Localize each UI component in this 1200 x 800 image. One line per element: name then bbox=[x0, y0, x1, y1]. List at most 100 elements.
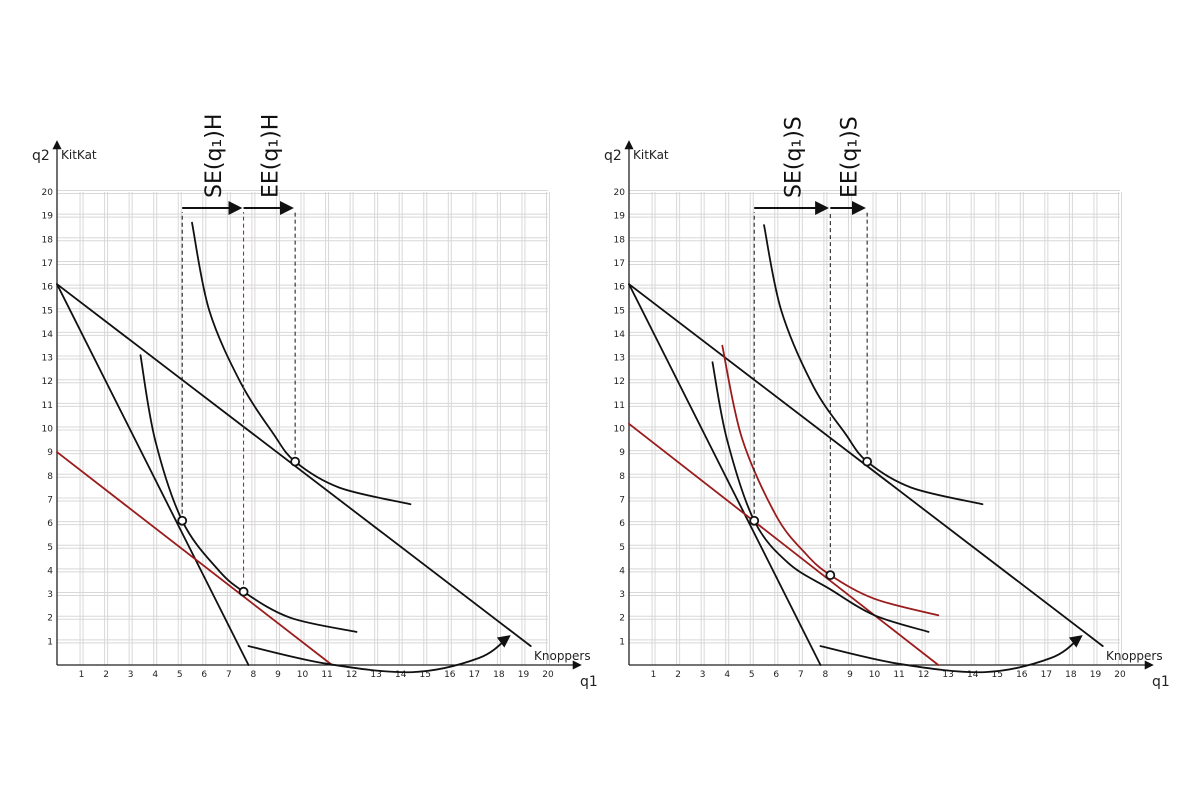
effect-label-income: EE(q₁)S bbox=[838, 116, 863, 198]
x-tick-label: 15 bbox=[992, 670, 1003, 680]
x-tick-label: 12 bbox=[918, 670, 929, 680]
y-tick-label: 13 bbox=[614, 354, 625, 364]
x-tick-label: 6 bbox=[201, 670, 207, 680]
y-tick-label: 19 bbox=[614, 212, 626, 222]
y-tick-label: 5 bbox=[619, 543, 625, 553]
x-tick-label: 13 bbox=[942, 670, 953, 680]
y-axis-symbol: q2 bbox=[604, 148, 622, 164]
y-tick-label: 17 bbox=[614, 259, 625, 269]
x-tick-label: 7 bbox=[798, 670, 804, 680]
chart-panel-left: 1 2 3 4 5 6 7 8 9 10 11 12 13 14 15 16 17 18 19 20123456789… bbox=[32, 114, 598, 690]
y-tick-label: 12 bbox=[42, 377, 53, 387]
x-tick-label: 17 bbox=[1041, 670, 1052, 680]
y-tick-label: 7 bbox=[47, 495, 53, 505]
points bbox=[749, 456, 873, 581]
y-tick-label: 7 bbox=[619, 495, 625, 505]
indifference-curve bbox=[191, 221, 412, 506]
x-tick-label: 19 bbox=[518, 670, 530, 680]
effects bbox=[181, 201, 296, 592]
y-tick-label: 5 bbox=[47, 543, 53, 553]
points bbox=[177, 456, 301, 597]
x-tick-label: 5 bbox=[749, 670, 755, 680]
y-tick-label: 14 bbox=[42, 330, 54, 340]
chart-panel-right: 1 2 3 4 5 6 7 8 9 10 11 12 13 14 15 16 17 18 19 20123456789… bbox=[604, 116, 1170, 690]
y-axis-symbol: q2 bbox=[32, 148, 50, 164]
x-tick-label: 18 bbox=[493, 670, 505, 680]
optimum-point bbox=[177, 515, 188, 526]
budget-line bbox=[56, 283, 250, 666]
x-tick-label: 20 bbox=[542, 670, 554, 680]
x-axis-symbol: q1 bbox=[580, 674, 598, 690]
effect-label-substitution: SE(q₁)H bbox=[202, 114, 227, 198]
y-tick-label: 14 bbox=[614, 330, 626, 340]
y-tick-label: 1 bbox=[619, 637, 625, 647]
y-tick-label: 15 bbox=[42, 306, 53, 316]
x-tick-label: 4 bbox=[724, 670, 730, 680]
y-tick-label: 10 bbox=[42, 425, 54, 435]
y-tick-label: 16 bbox=[614, 283, 626, 293]
optimum-point bbox=[290, 456, 301, 467]
x-axis-label: Knoppers bbox=[1106, 649, 1163, 663]
y-tick-label: 11 bbox=[614, 401, 625, 411]
grid bbox=[57, 190, 550, 665]
grid bbox=[629, 190, 1122, 665]
y-tick-label: 18 bbox=[614, 235, 626, 245]
y-tick-label: 9 bbox=[619, 448, 625, 458]
y-tick-label: 2 bbox=[619, 614, 625, 624]
budget-line bbox=[56, 451, 333, 666]
y-tick-label: 20 bbox=[42, 188, 54, 198]
y-tick-label: 6 bbox=[47, 519, 53, 529]
optimum-point bbox=[862, 456, 873, 467]
y-tick-label: 1 bbox=[47, 637, 53, 647]
y-tick-label: 11 bbox=[42, 401, 53, 411]
x-tick-label: 10 bbox=[869, 670, 881, 680]
y-tick-label: 20 bbox=[614, 188, 626, 198]
y-tick-label: 2 bbox=[47, 614, 53, 624]
x-axis-label: Knoppers bbox=[534, 649, 591, 663]
y-tick-label: 9 bbox=[47, 448, 53, 458]
x-tick-label: 12 bbox=[346, 670, 357, 680]
y-tick-label: 3 bbox=[47, 590, 53, 600]
y-tick-label: 4 bbox=[619, 566, 625, 576]
x-tick-label: 4 bbox=[152, 670, 158, 680]
x-tick-label: 16 bbox=[444, 670, 456, 680]
y-tick-label: 8 bbox=[47, 472, 53, 482]
x-axis-symbol: q1 bbox=[1152, 674, 1170, 690]
effects bbox=[753, 201, 868, 576]
optimum-point bbox=[238, 586, 249, 597]
y-tick-label: 13 bbox=[42, 354, 53, 364]
x-tick-label: 14 bbox=[395, 670, 407, 680]
x-tick-label: 8 bbox=[251, 670, 257, 680]
x-tick-label: 1 bbox=[79, 670, 85, 680]
optimum-point bbox=[749, 515, 760, 526]
indifference-curve bbox=[763, 224, 984, 506]
x-tick-label: 13 bbox=[370, 670, 381, 680]
indifference-curve bbox=[711, 361, 930, 633]
x-tick-label: 3 bbox=[128, 670, 134, 680]
x-tick-label: 11 bbox=[893, 670, 904, 680]
x-tick-label: 11 bbox=[321, 670, 332, 680]
x-tick-label: 2 bbox=[675, 670, 681, 680]
effect-label-substitution: SE(q₁)S bbox=[781, 116, 806, 198]
x-tick-label: 1 bbox=[651, 670, 657, 680]
x-tick-label: 17 bbox=[469, 670, 480, 680]
x-tick-label: 6 bbox=[773, 670, 779, 680]
income-effect-arrow bbox=[247, 635, 511, 674]
x-tick-label: 15 bbox=[420, 670, 431, 680]
axes: 1 2 3 4 5 6 7 8 9 10 11 12 13 14 15 16 17 18 19 20123456789… bbox=[614, 140, 1154, 680]
x-tick-label: 9 bbox=[275, 670, 281, 680]
budget-line bbox=[628, 422, 940, 666]
y-tick-label: 18 bbox=[42, 235, 54, 245]
x-tick-label: 20 bbox=[1114, 670, 1126, 680]
y-tick-label: 12 bbox=[614, 377, 625, 387]
y-tick-label: 15 bbox=[614, 306, 625, 316]
y-tick-label: 16 bbox=[42, 283, 54, 293]
income-effect-arrow bbox=[819, 635, 1083, 674]
y-tick-label: 6 bbox=[619, 519, 625, 529]
budget-line bbox=[628, 283, 822, 666]
y-tick-label: 3 bbox=[619, 590, 625, 600]
x-tick-label: 2 bbox=[103, 670, 109, 680]
series bbox=[56, 221, 532, 674]
x-tick-label: 3 bbox=[700, 670, 706, 680]
x-tick-label: 10 bbox=[297, 670, 309, 680]
